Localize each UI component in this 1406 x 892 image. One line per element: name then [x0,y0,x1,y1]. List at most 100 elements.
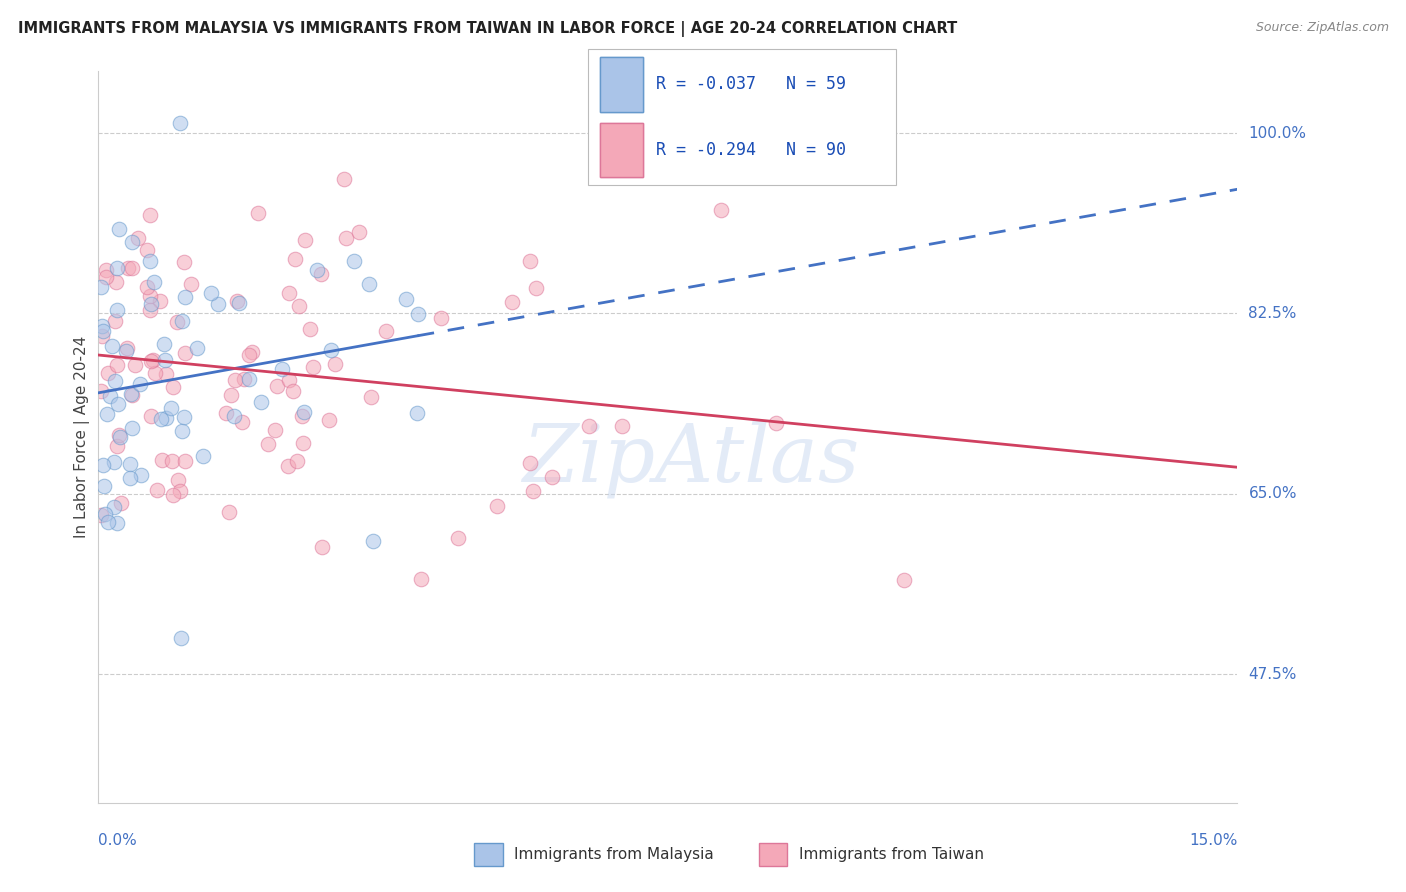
Point [292,405,315,419]
Point [142,275,165,289]
Point [142,353,165,368]
Point [105,260,128,275]
Point [765,416,787,430]
Point [250,394,273,409]
Point [266,378,288,392]
Point [394,292,416,306]
Point [121,386,143,401]
Point [91,324,114,338]
Point [107,222,129,236]
Point [90,280,112,294]
Text: 100.0%: 100.0% [1249,126,1306,141]
Point [174,453,197,467]
Point [257,437,280,451]
Point [108,430,131,444]
Point [224,409,246,424]
Point [359,277,381,291]
Point [318,413,340,427]
Point [115,341,138,355]
Point [166,473,188,487]
Point [121,261,143,276]
Point [231,415,253,429]
Point [105,358,128,372]
Point [90,329,112,343]
Point [103,500,125,515]
Point [173,255,195,269]
Point [284,252,307,267]
Point [103,455,125,469]
Point [228,295,250,310]
Point [224,373,246,387]
Point [98,389,121,403]
Point [612,418,634,433]
Point [311,267,333,281]
Point [311,540,333,554]
Point [139,302,162,317]
Text: Source: ZipAtlas.com: Source: ZipAtlas.com [1256,21,1389,34]
Point [173,410,195,425]
Text: 15.0%: 15.0% [1189,833,1237,848]
Text: Immigrants from Taiwan: Immigrants from Taiwan [799,847,984,863]
Point [159,401,181,415]
Point [96,270,118,285]
Point [97,366,120,380]
Point [169,484,191,499]
Point [333,172,356,186]
Point [218,505,240,519]
Point [155,410,177,425]
Point [104,375,127,389]
Point [121,235,143,249]
Point [155,353,177,368]
Point [101,339,124,353]
Point [105,516,128,531]
Text: 65.0%: 65.0% [1249,486,1296,501]
Point [105,439,128,453]
Point [96,407,118,421]
Point [519,456,541,470]
Point [93,479,115,493]
Point [139,208,162,222]
Point [107,397,129,411]
Point [155,368,177,382]
Point [294,233,316,247]
Point [215,406,238,420]
Point [90,508,112,522]
Point [540,470,562,484]
Point [240,345,263,359]
Point [264,424,287,438]
Point [893,573,915,587]
Point [170,424,193,438]
Point [238,349,260,363]
Point [360,390,382,404]
Point [186,341,208,355]
Point [522,483,544,498]
Point [335,230,357,244]
Point [166,315,188,329]
Point [307,263,329,277]
Point [277,459,299,474]
Point [104,314,127,328]
Text: IMMIGRANTS FROM MALAYSIA VS IMMIGRANTS FROM TAIWAN IN LABOR FORCE | AGE 20-24 CO: IMMIGRANTS FROM MALAYSIA VS IMMIGRANTS F… [18,21,957,37]
Point [114,343,136,358]
Point [94,263,117,277]
Point [299,322,322,336]
FancyBboxPatch shape [474,843,503,866]
Point [519,254,541,268]
Point [319,343,342,358]
Point [278,286,301,301]
Text: 0.0%: 0.0% [98,833,138,848]
Point [277,373,299,387]
Text: 47.5%: 47.5% [1249,666,1296,681]
Point [292,436,315,450]
Point [291,409,314,423]
Point [135,244,157,258]
Point [173,290,195,304]
Point [139,354,162,368]
Point [139,409,162,423]
Point [485,499,508,513]
Point [90,318,112,333]
Point [146,483,169,497]
Point [524,281,547,295]
Point [91,458,114,472]
Point [136,280,159,294]
